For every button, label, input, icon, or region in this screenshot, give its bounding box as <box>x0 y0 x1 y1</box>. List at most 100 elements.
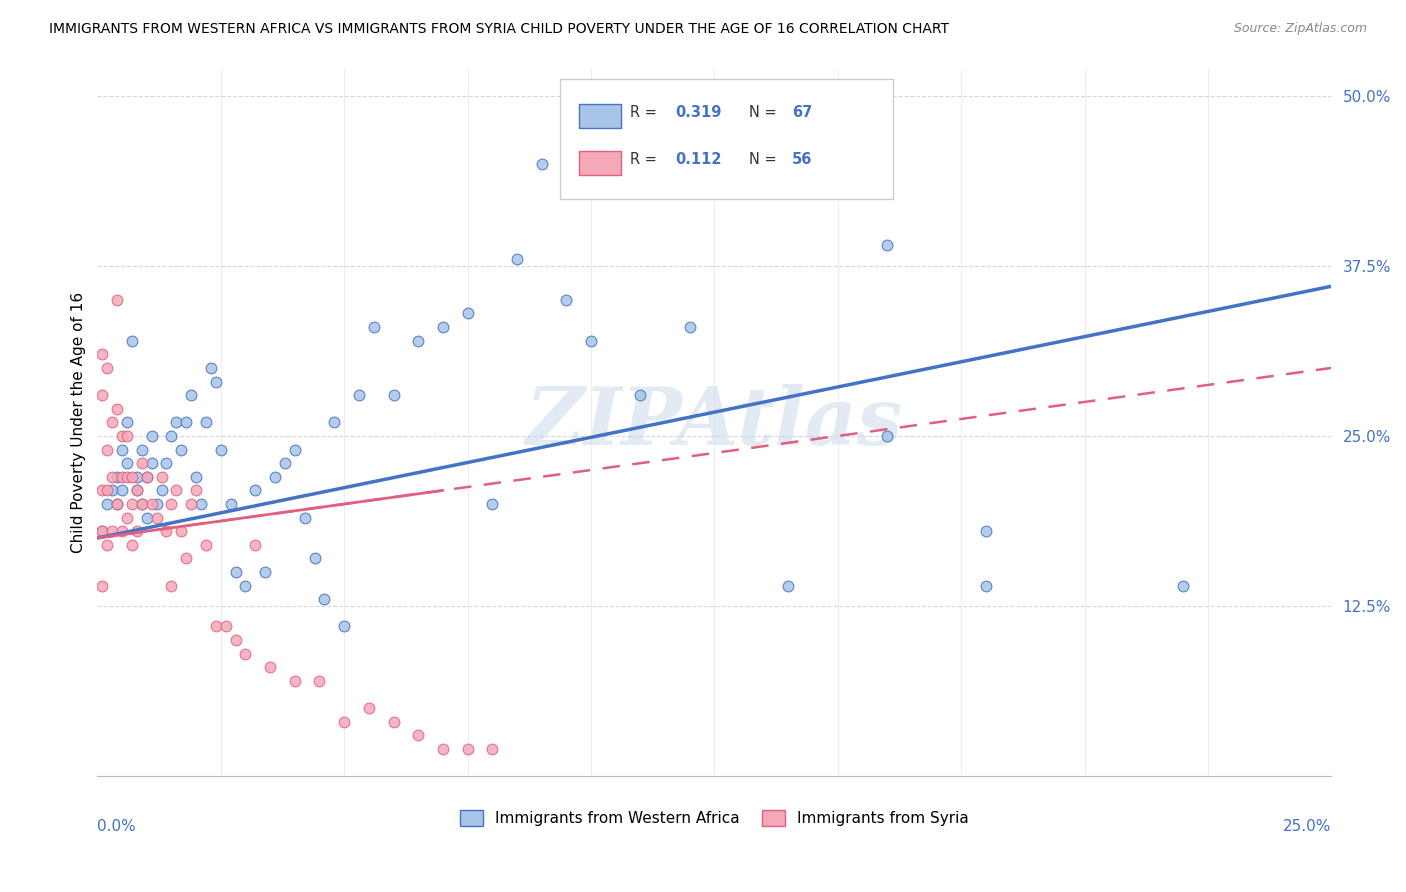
Y-axis label: Child Poverty Under the Age of 16: Child Poverty Under the Age of 16 <box>72 292 86 553</box>
Point <box>174 551 197 566</box>
Point <box>115 456 138 470</box>
Point <box>284 442 307 457</box>
Point <box>579 170 602 185</box>
Point <box>679 320 702 334</box>
Point <box>457 742 479 756</box>
Point <box>170 524 193 539</box>
Point <box>160 579 183 593</box>
Point <box>111 429 134 443</box>
Point <box>101 483 124 498</box>
Point <box>135 470 157 484</box>
Point <box>254 565 277 579</box>
Text: Source: ZipAtlas.com: Source: ZipAtlas.com <box>1233 22 1367 36</box>
Point <box>184 470 207 484</box>
Point <box>308 673 330 688</box>
Point <box>357 701 380 715</box>
Point <box>728 116 751 130</box>
Point <box>96 442 118 457</box>
Point <box>160 497 183 511</box>
Point <box>333 619 356 633</box>
Legend: Immigrants from Western Africa, Immigrants from Syria: Immigrants from Western Africa, Immigran… <box>454 804 976 832</box>
Text: ZIPAtlas: ZIPAtlas <box>526 384 903 461</box>
Point <box>555 293 578 307</box>
Point <box>294 510 316 524</box>
Point <box>121 497 143 511</box>
Text: 0.0%: 0.0% <box>97 819 136 834</box>
Point <box>155 524 177 539</box>
Point <box>125 524 148 539</box>
Point <box>876 238 898 252</box>
Point <box>101 470 124 484</box>
Point <box>264 470 287 484</box>
Point <box>91 524 114 539</box>
Text: 0.112: 0.112 <box>675 152 721 167</box>
Point <box>160 429 183 443</box>
Point <box>481 742 503 756</box>
Text: N =: N = <box>749 152 776 167</box>
Point <box>135 510 157 524</box>
Point <box>628 388 651 402</box>
Point <box>101 524 124 539</box>
Point <box>131 456 153 470</box>
Point <box>91 524 114 539</box>
Text: R =: R = <box>630 152 658 167</box>
Point <box>150 483 173 498</box>
Point <box>333 714 356 729</box>
Point <box>194 415 217 429</box>
Point <box>125 483 148 498</box>
Point <box>105 470 128 484</box>
Point <box>165 415 187 429</box>
Point <box>91 388 114 402</box>
Point <box>432 320 454 334</box>
Point <box>150 470 173 484</box>
Point <box>382 714 405 729</box>
FancyBboxPatch shape <box>579 151 620 175</box>
Point <box>131 497 153 511</box>
Point <box>406 728 429 742</box>
Point <box>180 388 202 402</box>
Text: N =: N = <box>749 105 776 120</box>
Point <box>105 497 128 511</box>
Point <box>111 442 134 457</box>
Point <box>506 252 529 266</box>
Point <box>96 360 118 375</box>
Point <box>121 334 143 348</box>
Point <box>347 388 370 402</box>
Text: R =: R = <box>630 105 658 120</box>
Point <box>91 579 114 593</box>
Point <box>457 306 479 320</box>
Point <box>323 415 346 429</box>
Point <box>679 88 702 103</box>
Point <box>141 497 163 511</box>
Point <box>481 497 503 511</box>
Point <box>131 442 153 457</box>
Point <box>145 497 167 511</box>
Point <box>125 483 148 498</box>
Point <box>204 375 226 389</box>
Point <box>235 647 257 661</box>
Point <box>174 415 197 429</box>
Point <box>96 483 118 498</box>
Point <box>96 538 118 552</box>
Point <box>219 497 242 511</box>
Point <box>363 320 385 334</box>
Point <box>284 673 307 688</box>
Point <box>115 510 138 524</box>
Point <box>131 497 153 511</box>
Point <box>314 592 336 607</box>
Point <box>304 551 326 566</box>
Point <box>105 401 128 416</box>
Point <box>225 633 247 648</box>
Text: 25.0%: 25.0% <box>1284 819 1331 834</box>
Text: 67: 67 <box>792 105 813 120</box>
Point <box>382 388 405 402</box>
Point <box>141 456 163 470</box>
Point <box>111 483 134 498</box>
Point <box>530 157 553 171</box>
Point <box>274 456 297 470</box>
Point <box>121 470 143 484</box>
Point <box>105 497 128 511</box>
Point <box>778 579 800 593</box>
Text: IMMIGRANTS FROM WESTERN AFRICA VS IMMIGRANTS FROM SYRIA CHILD POVERTY UNDER THE : IMMIGRANTS FROM WESTERN AFRICA VS IMMIGR… <box>49 22 949 37</box>
Point <box>125 470 148 484</box>
